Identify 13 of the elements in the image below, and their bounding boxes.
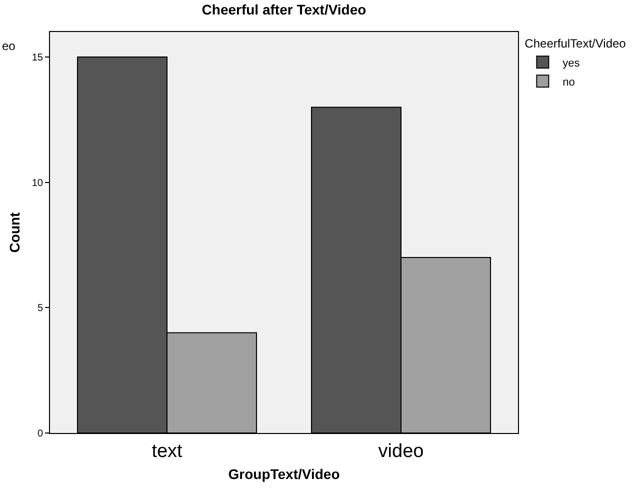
- y-tick-label: 5: [37, 303, 44, 314]
- y-tick-label: 10: [32, 178, 44, 189]
- y-tick-label: 0: [37, 428, 44, 440]
- x-axis-title: GroupText/Video: [228, 466, 340, 482]
- legend-title: CheerfulText/Video: [524, 36, 626, 51]
- chart-title: Cheerful after Text/Video: [202, 2, 366, 18]
- y-axis-title: Count: [6, 212, 22, 253]
- legend-label: no: [562, 76, 575, 88]
- text: eo: [2, 39, 16, 53]
- legend-label: yes: [562, 57, 580, 70]
- y-tick-label: 15: [32, 52, 44, 64]
- x-tick-label: text: [152, 440, 184, 462]
- x-tick-label: video: [378, 440, 424, 462]
